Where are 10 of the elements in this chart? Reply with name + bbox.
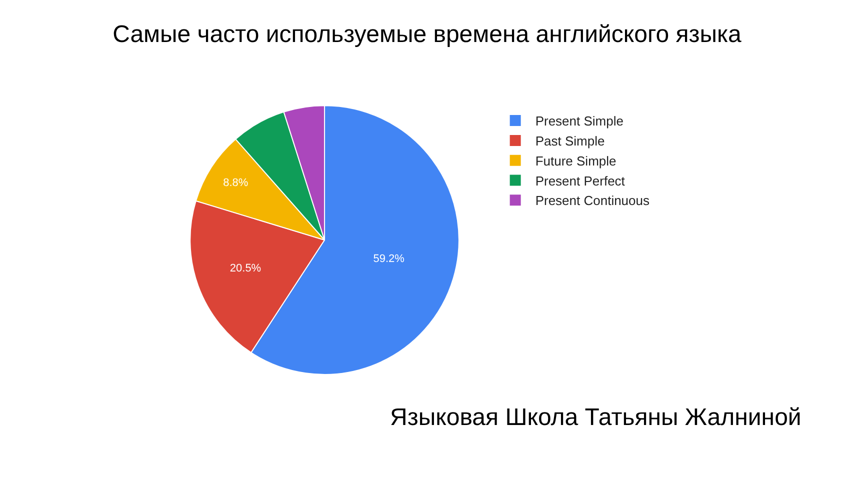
text: Языковая Школа Татьяны Жалниной bbox=[390, 404, 802, 431]
legend-label: Present Continuous bbox=[535, 193, 650, 208]
chart-title: Самые часто используемые времена английского языка bbox=[112, 21, 742, 48]
legend-label: Present Simple bbox=[535, 114, 624, 129]
data-label: 8.8% bbox=[223, 176, 248, 189]
legend-label: Past Simple bbox=[535, 134, 605, 149]
legend-label: Present Perfect bbox=[535, 173, 626, 188]
data-label: 59.2% bbox=[373, 253, 405, 266]
legend-label: Future Simple bbox=[535, 153, 616, 168]
data-label: 20.5% bbox=[230, 262, 262, 275]
